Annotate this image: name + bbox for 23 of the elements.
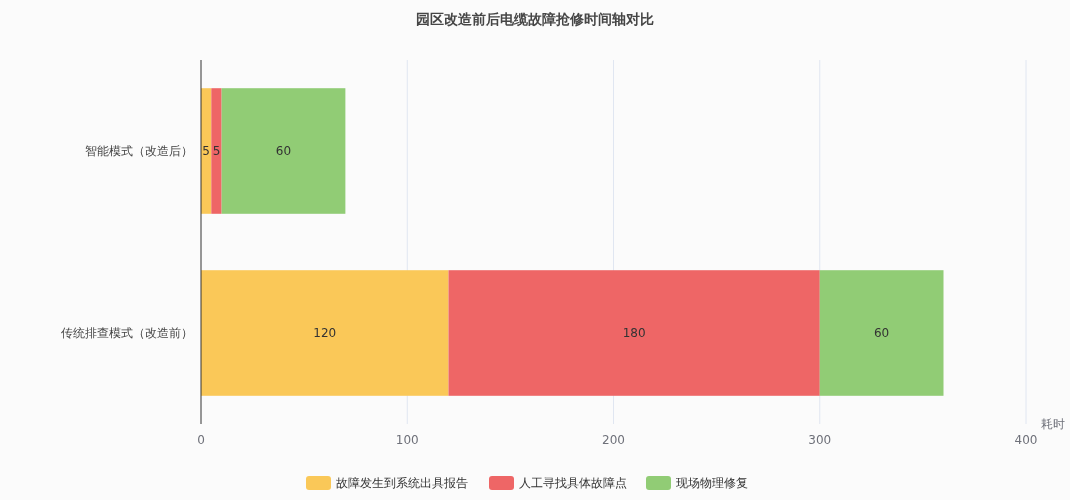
x-tick-label: 400 <box>1014 433 1038 447</box>
legend-label: 现场物理修复 <box>676 476 748 491</box>
legend-label: 人工寻找具体故障点 <box>519 476 627 491</box>
data-label: 120 <box>313 326 337 341</box>
x-tick-label: 0 <box>197 433 205 447</box>
x-tick-label: 200 <box>602 433 625 447</box>
y-tick-label: 传统排查模式（改造前） <box>61 326 193 341</box>
data-label: 5 <box>202 144 210 159</box>
x-axis-title: 耗时 <box>1041 417 1065 431</box>
bar <box>221 88 346 214</box>
bar <box>819 270 944 396</box>
x-tick-label: 100 <box>395 433 419 447</box>
y-tick-label: 智能模式（改造后） <box>85 144 193 159</box>
bar <box>201 270 449 396</box>
legend-label: 故障发生到系统出具报告 <box>336 476 468 491</box>
x-tick-label: 300 <box>808 433 832 447</box>
data-label: 60 <box>275 144 292 159</box>
data-label: 60 <box>873 326 890 341</box>
bar <box>211 88 222 214</box>
data-label: 5 <box>212 144 221 159</box>
chart-title: 园区改造前后电缆故障抢修时间轴对比 <box>416 11 654 27</box>
data-label: 180 <box>622 326 646 341</box>
bar <box>448 270 820 396</box>
